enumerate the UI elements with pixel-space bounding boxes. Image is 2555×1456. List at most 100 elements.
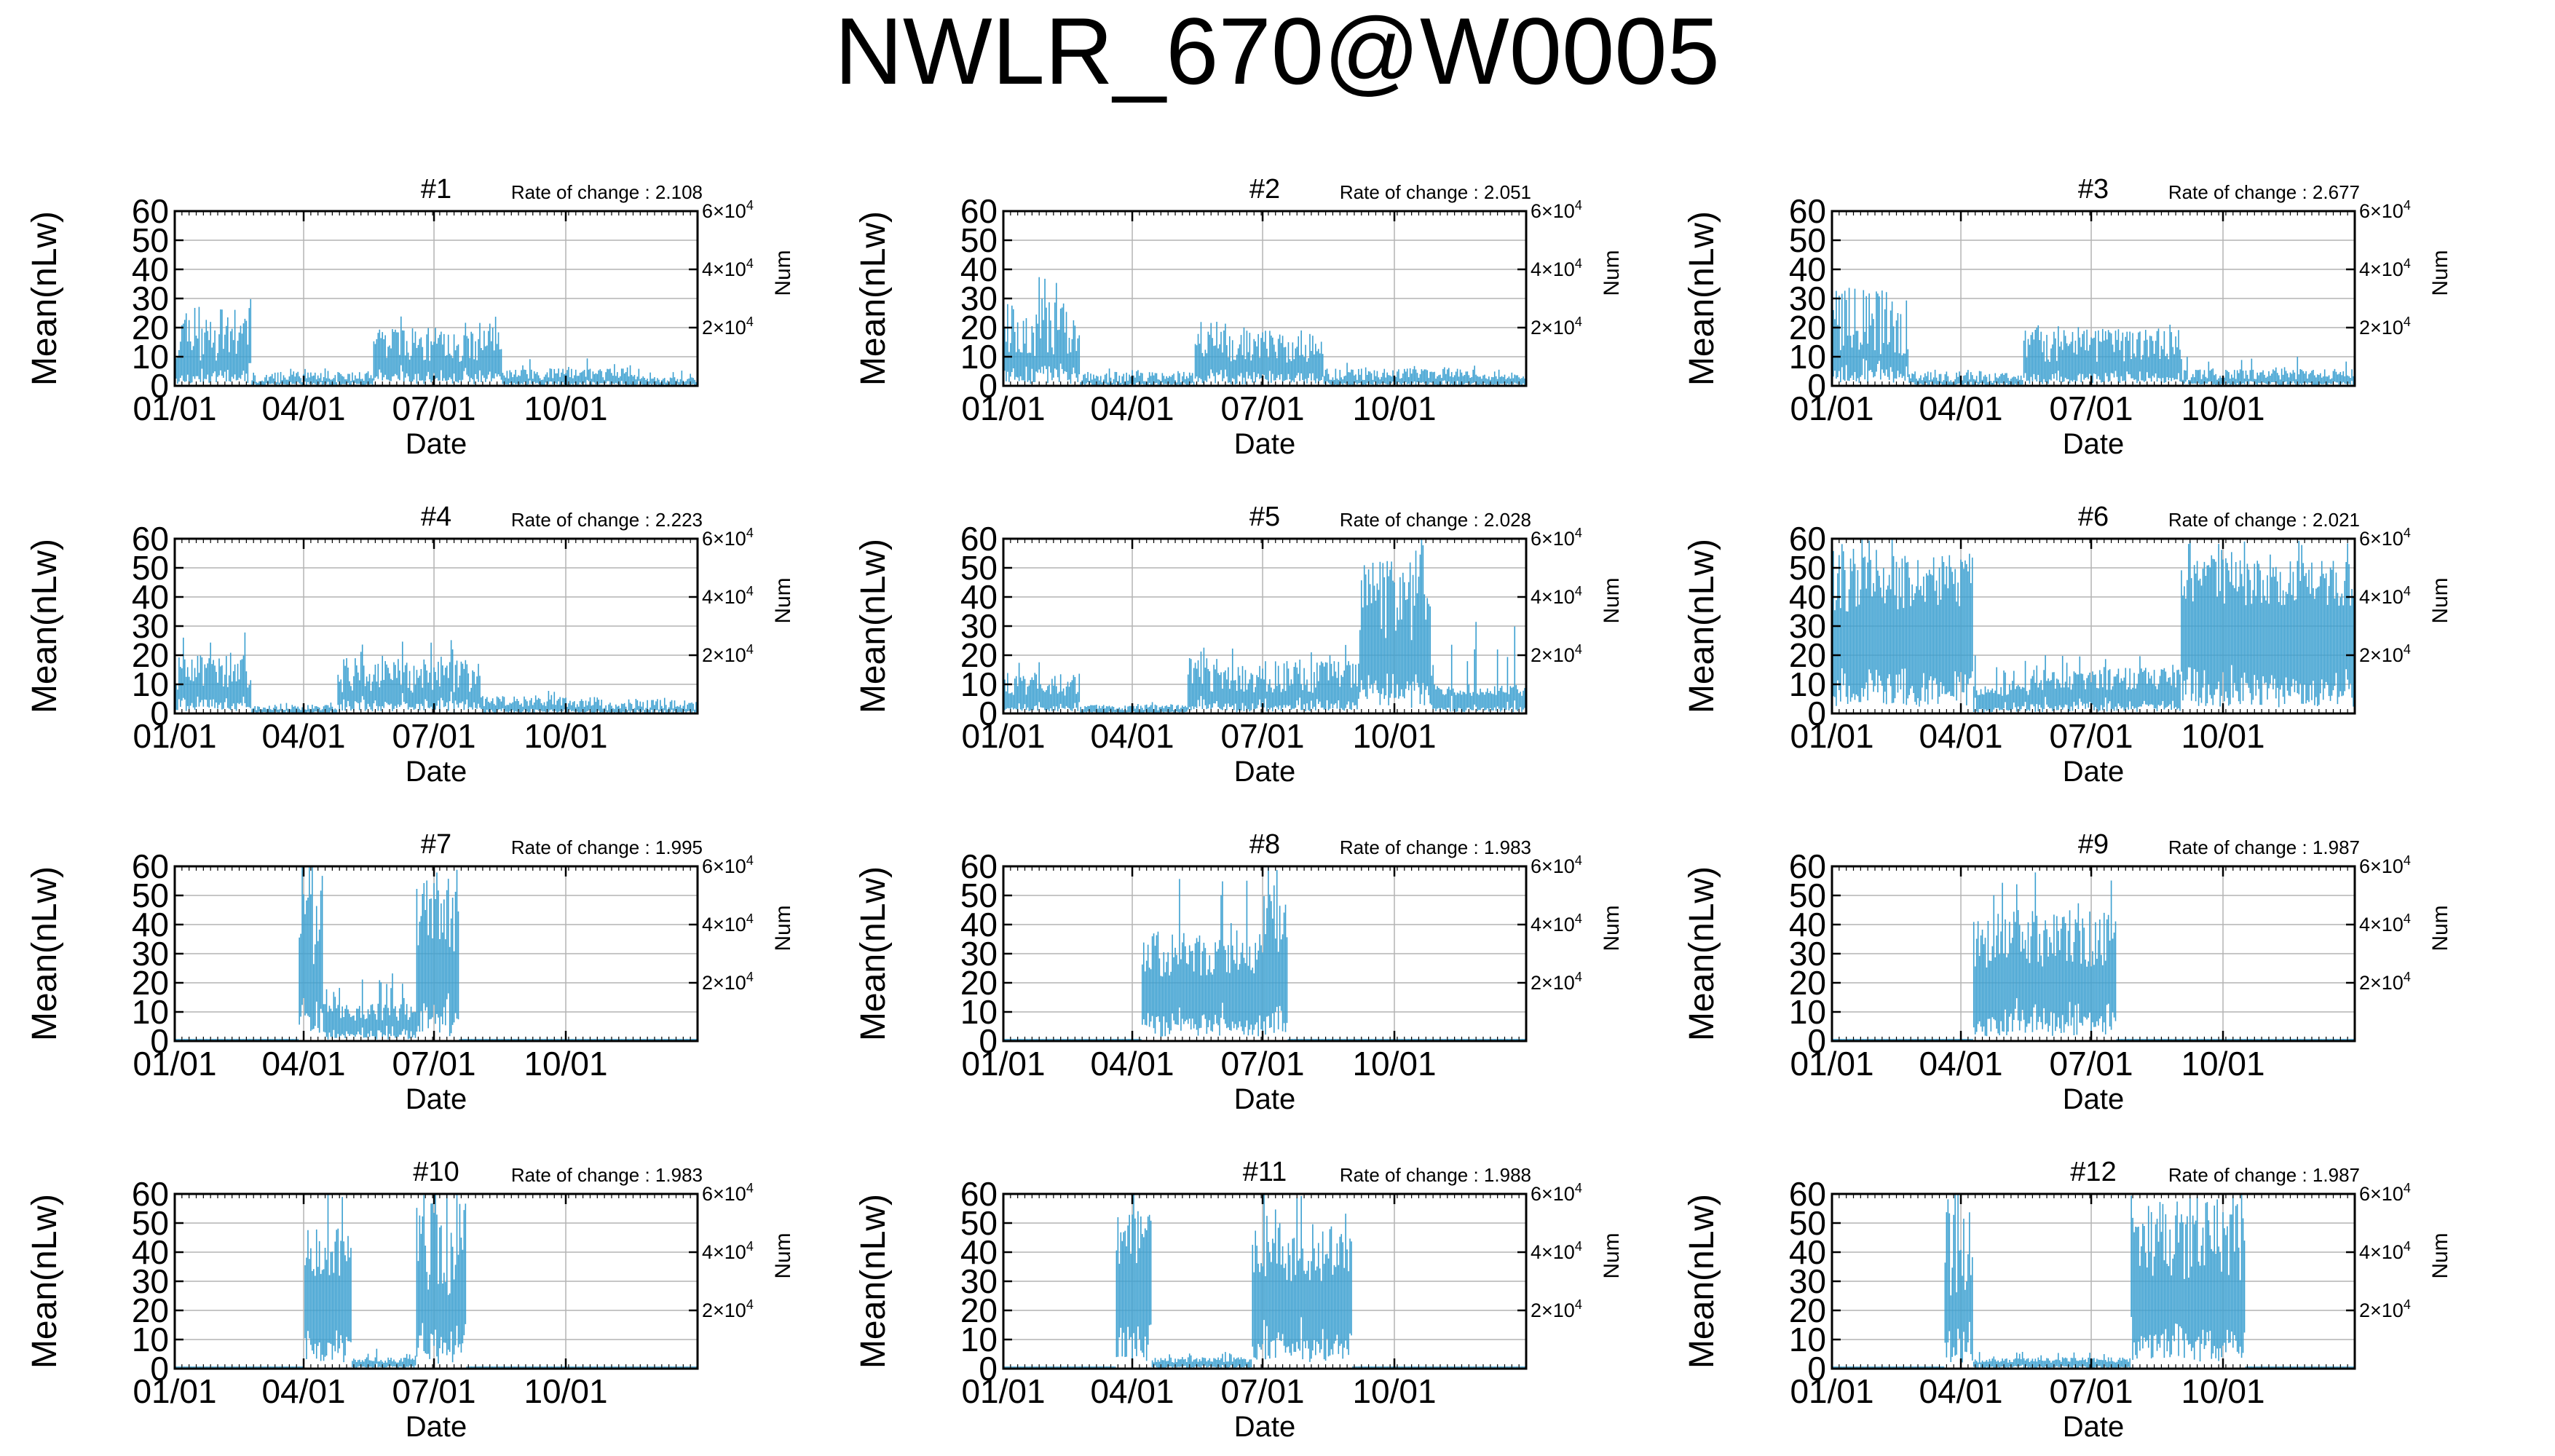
x-tick-label: 01/01 bbox=[961, 1045, 1045, 1083]
y-tick-label: 30 bbox=[132, 280, 169, 317]
y-tick-label: 60 bbox=[132, 520, 169, 558]
y-tick-label: 30 bbox=[1789, 280, 1826, 317]
y-tick-label: 10 bbox=[960, 665, 998, 703]
y-axis-label: Mean(nLw) bbox=[1683, 211, 1721, 386]
chart-panel: 01/01 04/01 07/01 10/0101020304050602×1044×… bbox=[25, 829, 795, 1115]
x-tick-label: 07/01 bbox=[2049, 717, 2133, 755]
chart-panel: 01/01 04/01 07/01 10/0101020304050602×1044×… bbox=[854, 174, 1624, 460]
chart-panel: 01/01 04/01 07/01 10/0101020304050602×1044×… bbox=[854, 829, 1624, 1115]
y-tick-label: 50 bbox=[132, 877, 169, 914]
x-tick-label: 04/01 bbox=[1919, 1045, 2002, 1083]
x-tick-label: 04/01 bbox=[261, 389, 345, 427]
y-tick-label: 60 bbox=[960, 192, 998, 230]
y2-tick-label: 6×104 bbox=[702, 853, 754, 877]
chart-panel: 01/01 04/01 07/01 10/0101020304050602×1044×… bbox=[1683, 174, 2452, 460]
y-tick-label: 40 bbox=[960, 578, 998, 616]
y-tick-label: 30 bbox=[1789, 607, 1826, 645]
x-tick-label: 07/01 bbox=[1220, 389, 1304, 427]
y-tick-label: 50 bbox=[960, 221, 998, 259]
x-tick-label: 10/01 bbox=[524, 389, 607, 427]
y2-tick-label: 2×104 bbox=[702, 642, 754, 666]
y-tick-label: 60 bbox=[1789, 192, 1826, 230]
y2-tick-label: 4×104 bbox=[702, 256, 754, 280]
y-tick-label: 50 bbox=[132, 221, 169, 259]
y-tick-label: 10 bbox=[132, 993, 169, 1031]
panel-title: #6 bbox=[2078, 502, 2109, 532]
y-tick-label: 10 bbox=[132, 338, 169, 376]
chart-panel: 01/01 04/01 07/01 10/0101020304050602×1044×… bbox=[25, 174, 795, 460]
x-tick-label: 07/01 bbox=[392, 717, 475, 755]
y-tick-label: 20 bbox=[1789, 636, 1826, 674]
x-tick-label: 01/01 bbox=[133, 389, 216, 427]
y-tick-label: 60 bbox=[1789, 520, 1826, 558]
y-tick-label: 0 bbox=[150, 695, 169, 732]
y-tick-label: 30 bbox=[960, 280, 998, 317]
y-tick-label: 0 bbox=[1807, 367, 1826, 405]
y-tick-label: 30 bbox=[960, 935, 998, 973]
y-tick-label: 20 bbox=[960, 636, 998, 674]
y2-tick-label: 4×104 bbox=[1531, 584, 1582, 608]
x-tick-label: 10/01 bbox=[2181, 1045, 2264, 1083]
x-tick-label: 01/01 bbox=[961, 717, 1045, 755]
rate-of-change-label: Rate of change : 2.028 bbox=[1340, 509, 1531, 531]
y-tick-label: 50 bbox=[132, 549, 169, 587]
rate-of-change-label: Rate of change : 2.051 bbox=[1340, 181, 1531, 203]
x-axis-label: Date bbox=[1234, 756, 1296, 788]
x-tick-label: 10/01 bbox=[1352, 717, 1436, 755]
y2-axis-label: Num bbox=[771, 905, 795, 951]
y-tick-label: 0 bbox=[1807, 695, 1826, 732]
y-tick-label: 10 bbox=[1789, 338, 1826, 376]
y-tick-label: 20 bbox=[960, 964, 998, 1002]
chart-panel: 01/01 04/01 07/01 10/0101020304050602×1044×… bbox=[1683, 829, 2452, 1115]
y-tick-label: 0 bbox=[979, 367, 998, 405]
rate-of-change-label: Rate of change : 1.983 bbox=[1340, 836, 1531, 858]
figure-title: NWLR_670@W0005 bbox=[834, 0, 1720, 104]
panel-title: #3 bbox=[2078, 174, 2109, 205]
y-tick-label: 30 bbox=[132, 935, 169, 973]
chart-panel: 01/01 04/01 07/01 10/0101020304050602×1044×… bbox=[1683, 502, 2452, 788]
y2-tick-label: 6×104 bbox=[702, 526, 754, 550]
y-tick-label: 20 bbox=[132, 964, 169, 1002]
y2-tick-label: 2×104 bbox=[1531, 970, 1582, 994]
panel-title: #1 bbox=[421, 174, 451, 205]
x-tick-label: 10/01 bbox=[524, 717, 607, 755]
y2-tick-label: 2×104 bbox=[2359, 642, 2411, 666]
rate-of-change-label: Rate of change : 2.223 bbox=[511, 509, 703, 531]
y-axis-label: Mean(nLw) bbox=[25, 539, 64, 713]
x-axis-label: Date bbox=[406, 428, 467, 460]
y-axis-label: Mean(nLw) bbox=[854, 866, 893, 1041]
x-tick-label: 01/01 bbox=[1790, 1045, 1873, 1083]
x-tick-label: 04/01 bbox=[1090, 717, 1174, 755]
x-axis-label: Date bbox=[406, 1083, 467, 1115]
y-tick-label: 50 bbox=[1789, 549, 1826, 587]
y-tick-label: 40 bbox=[1789, 250, 1826, 288]
y-tick-label: 50 bbox=[960, 877, 998, 914]
x-tick-label: 04/01 bbox=[261, 717, 345, 755]
y2-tick-label: 2×104 bbox=[2359, 314, 2411, 339]
y-tick-label: 10 bbox=[1789, 665, 1826, 703]
panel-title: #4 bbox=[421, 502, 451, 532]
y-axis-label: Mean(nLw) bbox=[1683, 539, 1721, 713]
chart-panel: 01/01 04/01 07/01 10/0101020304050602×1044×… bbox=[25, 502, 795, 788]
panel-title: #2 bbox=[1249, 174, 1280, 205]
rate-of-change-label: Rate of change : 1.995 bbox=[511, 836, 703, 858]
y-tick-label: 0 bbox=[979, 695, 998, 732]
x-tick-label: 10/01 bbox=[2181, 717, 2264, 755]
y2-axis-label: Num bbox=[771, 250, 795, 296]
y2-tick-label: 2×104 bbox=[702, 314, 754, 339]
y-tick-label: 20 bbox=[132, 309, 169, 347]
y-tick-label: 60 bbox=[132, 192, 169, 230]
y2-tick-label: 2×104 bbox=[1531, 314, 1582, 339]
y2-axis-label: Num bbox=[1600, 250, 1624, 296]
y-tick-label: 10 bbox=[960, 338, 998, 376]
x-tick-label: 01/01 bbox=[1790, 717, 1873, 755]
y-tick-label: 30 bbox=[960, 607, 998, 645]
y-tick-label: 10 bbox=[960, 993, 998, 1031]
x-tick-label: 07/01 bbox=[1220, 717, 1304, 755]
y-tick-label: 20 bbox=[132, 636, 169, 674]
x-tick-label: 01/01 bbox=[961, 389, 1045, 427]
chart-panel: 01/01 04/01 07/01 10/0101020304050602×1044×… bbox=[854, 502, 1624, 788]
x-tick-label: 07/01 bbox=[392, 389, 475, 427]
x-tick-label: 07/01 bbox=[2049, 389, 2133, 427]
